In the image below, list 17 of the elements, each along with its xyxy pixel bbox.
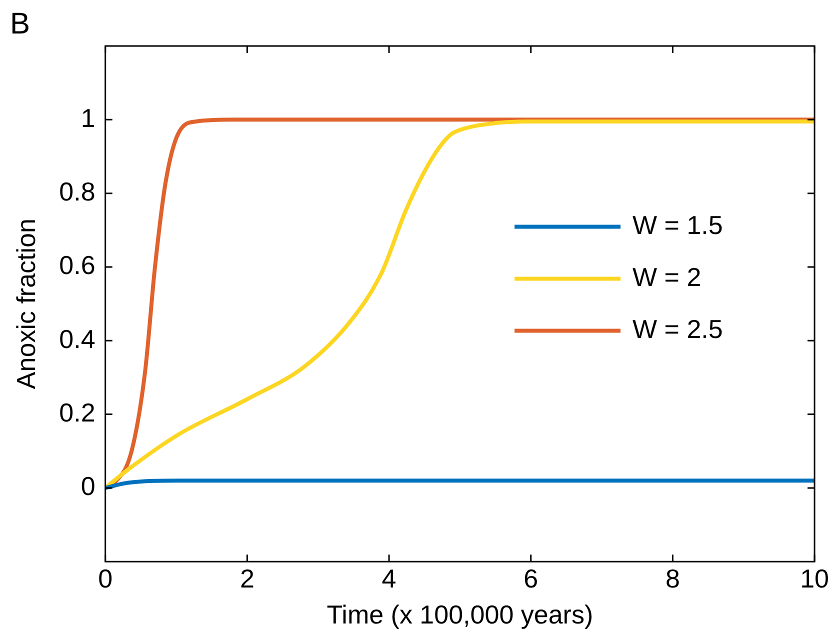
y-tick-label: 0.6	[59, 250, 96, 280]
y-tick-label: 0	[80, 471, 96, 502]
y-tick-label: 0.8	[59, 176, 96, 206]
y-tick-label: 1	[80, 102, 96, 133]
x-axis-title: Time (x 100,000 years)	[326, 600, 594, 630]
y-tick-label: 0.4	[59, 324, 96, 354]
x-tick-label: 4	[382, 563, 396, 594]
legend-label: W = 1.5	[632, 210, 723, 240]
legend-label: W = 2	[632, 262, 702, 292]
x-tick-label: 10	[800, 563, 829, 594]
legend-label: W = 2.5	[632, 314, 723, 344]
text: B	[10, 7, 30, 40]
y-tick-label: 0.2	[59, 397, 96, 428]
x-tick-label: 6	[524, 563, 538, 594]
y-axis-title: Anoxic fraction	[10, 218, 41, 390]
x-tick-label: 2	[240, 563, 254, 594]
x-tick-label: 8	[665, 563, 680, 594]
